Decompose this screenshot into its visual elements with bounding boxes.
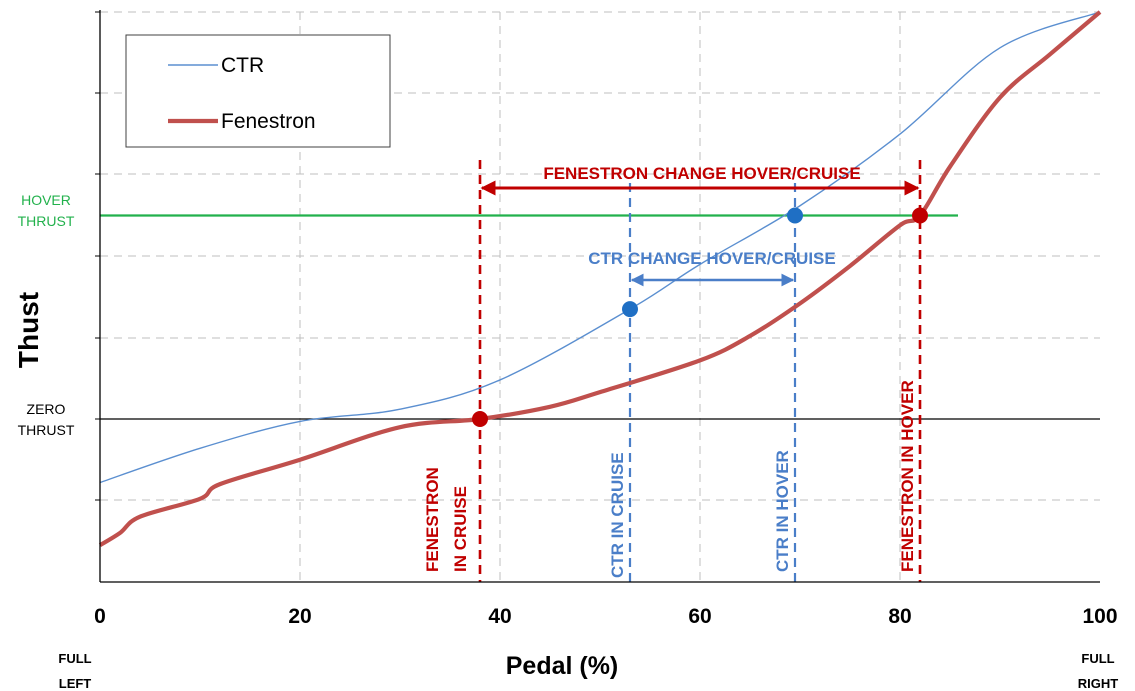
grid — [100, 11, 1100, 582]
legend-label-ctr: CTR — [221, 54, 264, 77]
x-axis-title: Pedal (%) — [506, 652, 619, 680]
hover-thrust-label: HOVER THRUST — [18, 192, 75, 229]
y-axis-title: Thust — [13, 292, 44, 368]
zero-thrust-label: ZERO THRUST — [18, 401, 75, 438]
series-line-fenestron — [98, 10, 1102, 547]
x-tick-label: 0 — [94, 605, 106, 628]
x-tick-label: 100 — [1082, 605, 1117, 628]
range-label: CTR CHANGE HOVER/CRUISE — [588, 249, 835, 268]
x-tick-label: 60 — [688, 605, 711, 628]
vertical-line-label: CTR IN CRUISE — [608, 452, 627, 578]
legend-label-fenestron: Fenestron — [221, 110, 316, 133]
data-point-marker — [472, 411, 488, 427]
corner-label-left: FULL LEFT — [58, 651, 91, 691]
x-tick-label: 20 — [288, 605, 311, 628]
x-tick-label: 80 — [888, 605, 911, 628]
vertical-line-label: CTR IN HOVER — [773, 450, 792, 572]
reference-lines — [100, 214, 1100, 420]
range-label: FENESTRON CHANGE HOVER/CRUISE — [543, 164, 860, 183]
legend: CTR Fenestron — [125, 34, 391, 148]
vertical-line-label: IN CRUISE — [451, 486, 470, 572]
legend-box — [125, 34, 391, 148]
range-annotations: FENESTRON CHANGE HOVER/CRUISE CTR CHANGE … — [480, 164, 920, 287]
data-point-marker — [787, 207, 803, 224]
data-point-marker — [622, 301, 638, 318]
axes — [95, 10, 1100, 583]
x-tick-label: 40 — [488, 605, 511, 628]
vertical-line-label: FENESTRON IN HOVER — [898, 380, 917, 572]
vertical-line-label: FENESTRON — [423, 467, 442, 572]
labels: 0 20 40 60 80 100 Pedal (%) Thust HOVER THRUST ZER… — [13, 192, 1118, 691]
corner-label-right: FULL RIGHT — [1078, 651, 1119, 691]
point-markers — [472, 207, 928, 427]
data-point-marker — [912, 207, 928, 224]
